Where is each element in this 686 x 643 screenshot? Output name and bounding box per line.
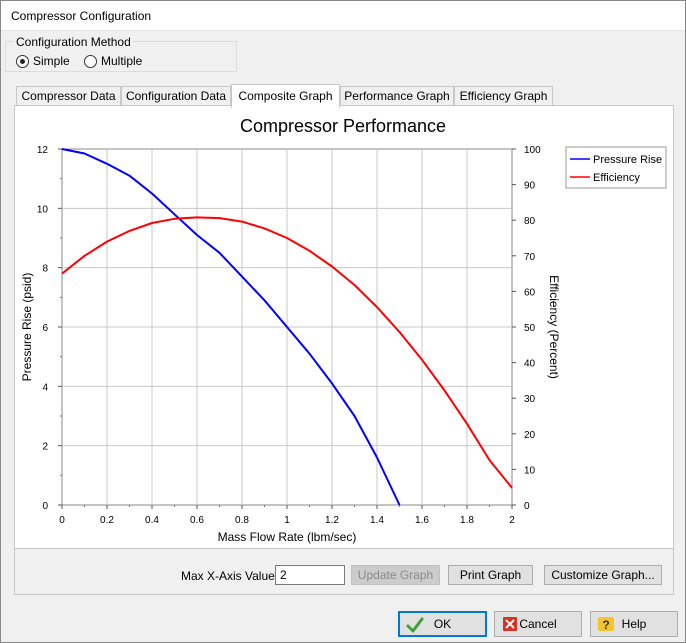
y-right-tick-label: 10 [524,465,536,476]
title-bar: Compressor Configuration [1,1,685,31]
composite-graph-panel: Compressor Performance 0 0.2 0.4 0.6 0.8 1 1.2… [14,105,674,549]
composite-chart: Compressor Performance 0 0.2 0.4 0.6 0.8 1 1.2… [20,116,667,544]
x-tick-label: 0.4 [145,515,159,526]
radio-multiple-label: Multiple [101,54,143,68]
legend-pressure-rise: Pressure Rise [593,154,662,166]
radio-simple-label: Simple [33,54,70,68]
x-tick-label: 2 [509,515,515,526]
chart-title: Compressor Performance [240,116,446,136]
series-line-pressure-rise [61,148,401,506]
x-axis-label: Mass Flow Rate (lbm/sec) [218,530,357,544]
y-axis-right-label: Efficiency (Percent) [547,275,561,379]
series-line-efficiency [61,216,513,489]
max-x-axis-input[interactable]: 2 [275,565,345,585]
help-icon: ? [598,617,614,632]
y-right-tick-label: 70 [524,252,536,263]
y-left-tick-label: 10 [37,204,49,215]
radio-simple[interactable]: Simple [16,54,70,68]
close-icon [503,617,517,631]
y-right-tick-label: 0 [524,501,530,512]
y-left-tick-label: 0 [42,501,48,512]
y-left-tick-label: 4 [42,382,48,393]
x-tick-label: 0.6 [190,515,204,526]
y-right-tick-label: 40 [524,359,536,370]
x-tick-label: 1.2 [325,515,339,526]
print-graph-button[interactable]: Print Graph [448,565,533,585]
y-right-tick-label: 80 [524,216,536,227]
max-x-axis-label: Max X-Axis Value: [181,569,279,583]
help-button-label: Help [621,617,647,631]
y-right-tick-label: 90 [524,181,536,192]
tab-configuration-data[interactable]: Configuration Data [121,86,231,107]
y-left-tick-label: 8 [42,264,48,275]
y-right-tick-label: 60 [524,287,536,298]
y-left-tick-label: 12 [37,145,49,156]
tab-performance-graph[interactable]: Performance Graph [340,86,454,107]
tab-compressor-data[interactable]: Compressor Data [16,86,121,107]
y-right-tick-label: 20 [524,430,536,441]
radio-multiple[interactable]: Multiple [84,54,142,68]
radio-multiple-indicator[interactable] [84,54,97,68]
graph-controls-bar: Max X-Axis Value: 2 Update Graph Print G… [14,549,674,595]
tab-composite-graph[interactable]: Composite Graph [231,84,340,108]
ok-button[interactable]: OK [398,611,487,637]
window-title: Compressor Configuration [11,9,152,23]
y-right-tick-label: 30 [524,394,536,405]
y-right-tick-label: 100 [524,145,541,156]
x-tick-label: 1.4 [370,515,384,526]
legend-box [565,146,667,189]
legend: Pressure Rise Efficiency [565,146,667,189]
legend-efficiency: Efficiency [593,172,640,184]
radio-simple-indicator[interactable] [16,54,29,68]
x-tick-label: 1.8 [460,515,474,526]
svg-text:?: ? [602,618,609,632]
axis-ticks: 0 0.2 0.4 0.6 0.8 1 1.2 1.4 1.6 1.8 20246810120102… [37,145,541,526]
configuration-method-group: Configuration Method Simple Multiple [5,35,237,72]
series-lines [61,148,513,506]
x-tick-label: 0.2 [100,515,114,526]
configuration-method-legend: Configuration Method [14,35,133,49]
cancel-button-label: Cancel [519,617,557,631]
tab-efficiency-graph[interactable]: Efficiency Graph [454,86,553,107]
x-tick-label: 0.8 [235,515,249,526]
x-tick-label: 1 [284,515,290,526]
help-button[interactable]: ? Help [590,611,678,637]
ok-button-label: OK [433,617,452,631]
update-graph-button[interactable]: Update Graph [351,565,440,585]
y-left-tick-label: 6 [42,323,48,334]
y-right-tick-label: 50 [524,323,536,334]
checkmark-icon [406,617,424,633]
y-left-tick-label: 2 [42,442,48,453]
x-tick-label: 1.6 [415,515,429,526]
customize-graph-button[interactable]: Customize Graph... [544,565,662,585]
y-axis-left-label: Pressure Rise (psid) [20,273,34,382]
cancel-button[interactable]: Cancel [494,611,582,637]
x-tick-label: 0 [59,515,65,526]
